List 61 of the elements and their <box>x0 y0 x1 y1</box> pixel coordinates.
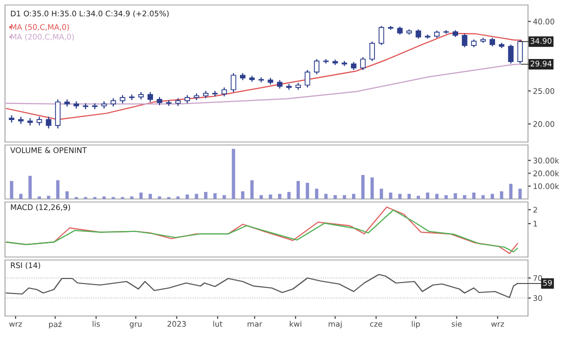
bar <box>268 194 272 199</box>
bar <box>250 180 254 199</box>
bar <box>462 195 466 199</box>
bar <box>296 181 300 199</box>
bar <box>10 181 14 199</box>
bar <box>361 174 365 199</box>
bar <box>186 194 189 199</box>
bar <box>490 194 494 199</box>
candlestick <box>230 72 236 93</box>
bar <box>435 194 439 199</box>
bar <box>454 193 458 199</box>
line-series <box>6 274 518 298</box>
bar <box>407 194 411 199</box>
bar <box>241 191 244 199</box>
bar <box>139 192 143 199</box>
bar <box>370 177 374 199</box>
bar <box>352 194 356 199</box>
bar <box>148 194 152 199</box>
candlestick <box>166 100 172 106</box>
bar <box>380 188 384 199</box>
candlestick <box>517 39 523 64</box>
line-series <box>6 32 522 120</box>
bar <box>444 195 448 199</box>
bar <box>287 192 291 199</box>
bar <box>19 194 22 199</box>
bar <box>213 193 217 199</box>
bar <box>481 195 485 199</box>
bar <box>278 194 282 199</box>
bar <box>204 192 208 199</box>
bar <box>222 195 226 199</box>
candlestick <box>46 116 52 129</box>
bar <box>518 188 522 199</box>
bar <box>56 180 60 199</box>
bar <box>130 196 134 199</box>
bar <box>472 192 476 199</box>
candlestick <box>129 94 135 101</box>
bar <box>398 194 402 199</box>
candlestick <box>258 76 264 83</box>
line-series <box>6 64 522 104</box>
bar <box>315 188 318 199</box>
bar <box>260 195 263 199</box>
candlestick <box>508 44 514 64</box>
bar <box>334 195 337 199</box>
bar <box>388 192 392 199</box>
candlestick <box>416 28 422 40</box>
bar <box>509 184 512 199</box>
candlestick <box>378 25 384 46</box>
candlestick <box>360 56 366 71</box>
bar <box>416 196 420 199</box>
bar <box>38 196 41 199</box>
candlestick <box>369 41 375 62</box>
bar <box>306 182 310 199</box>
candlestick <box>462 33 468 48</box>
bar <box>232 148 236 199</box>
bar <box>342 195 346 199</box>
candlestick <box>314 58 320 75</box>
bar <box>28 176 32 199</box>
candlestick <box>304 69 310 88</box>
candlestick <box>55 98 61 129</box>
candlestick <box>148 92 154 103</box>
bar <box>426 192 430 199</box>
